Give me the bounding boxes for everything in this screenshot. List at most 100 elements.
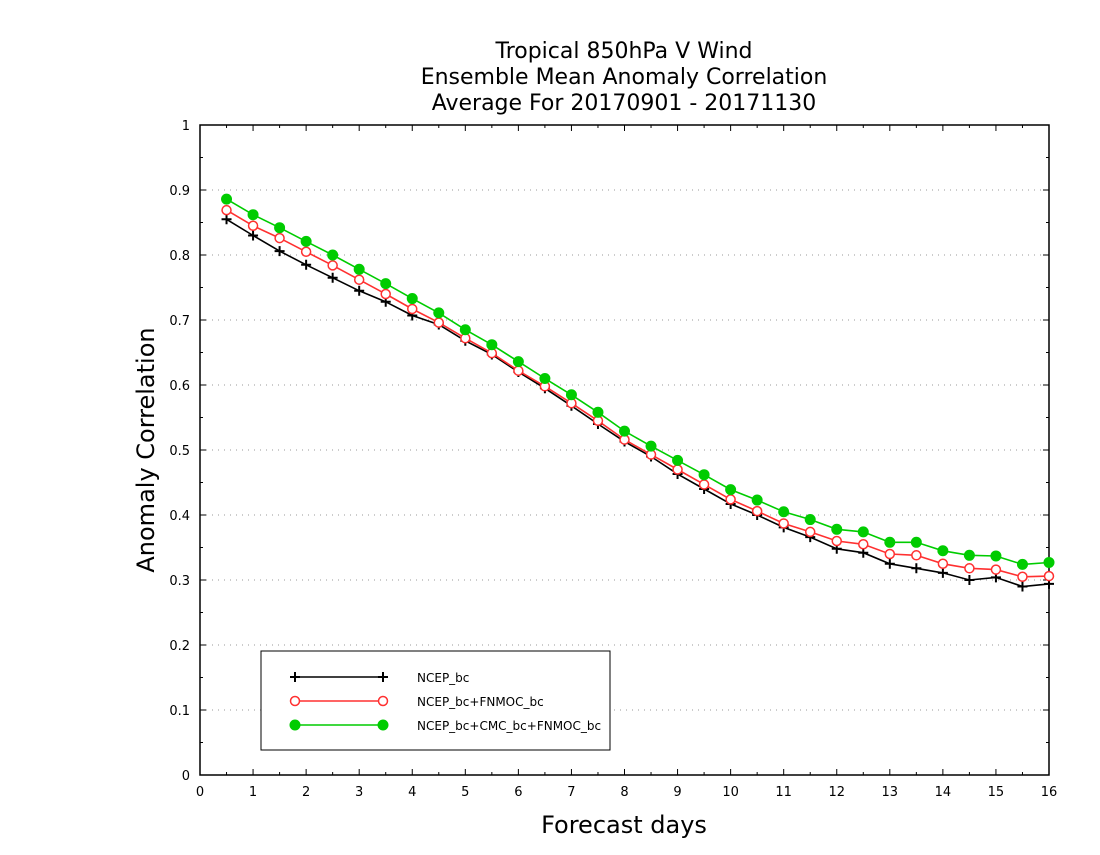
- title-line-1: Tropical 850hPa V Wind: [494, 39, 752, 64]
- open-circle-marker: [327, 260, 338, 271]
- filled-circle-marker: [804, 514, 816, 526]
- y-tick-label: 0.8: [169, 249, 190, 264]
- filled-circle-marker: [831, 523, 843, 535]
- open-circle-marker: [377, 695, 389, 707]
- filled-circle-marker: [353, 263, 365, 275]
- filled-circle-marker: [990, 550, 1002, 562]
- open-circle-marker: [884, 548, 896, 560]
- x-tick-label: 11: [775, 785, 792, 800]
- open-circle-marker: [353, 274, 365, 285]
- x-tick-label: 7: [567, 785, 575, 800]
- filled-circle-marker: [592, 406, 604, 418]
- legend-label: NCEP_bc+FNMOC_bc: [417, 695, 544, 709]
- legend-label: NCEP_bc+CMC_bc+FNMOC_bc: [417, 719, 601, 733]
- y-tick-label: 0.5: [169, 444, 190, 459]
- data-series: [221, 193, 1055, 592]
- plus-marker: [301, 259, 312, 270]
- filled-circle-marker: [512, 356, 524, 368]
- filled-circle-marker: [539, 373, 551, 384]
- x-tick-label: 1: [249, 785, 257, 800]
- series-ncep-bc: [221, 214, 1054, 592]
- open-circle-marker: [380, 288, 391, 300]
- plus-marker: [937, 567, 948, 578]
- plus-marker: [378, 672, 388, 682]
- filled-circle-marker: [725, 484, 737, 496]
- title-line-3: Average For 20170901 - 20171130: [432, 91, 817, 116]
- plus-marker: [327, 272, 338, 283]
- filled-circle-marker: [937, 545, 949, 557]
- filled-circle-marker: [289, 719, 301, 731]
- filled-circle-marker: [565, 389, 577, 401]
- x-tick-label: 13: [882, 785, 899, 800]
- title-line-2: Ensemble Mean Anomaly Correlation: [421, 65, 828, 90]
- series-ncep-bc-cmc-bc-fnmoc-bc: [221, 193, 1055, 570]
- open-circle-marker: [964, 563, 975, 574]
- filled-circle-marker: [778, 506, 790, 518]
- y-tick-label: 0.3: [169, 574, 190, 589]
- legend: NCEP_bc NCEP_bc+FNMOC_bc NCEP_bc+CMC_bc+FN…: [260, 650, 611, 751]
- open-circle-marker: [672, 464, 683, 475]
- plus-marker: [354, 285, 365, 296]
- open-circle-marker: [407, 303, 418, 315]
- open-circle-marker: [725, 494, 736, 505]
- open-circle-marker: [911, 550, 922, 561]
- open-circle-marker: [1043, 570, 1055, 582]
- x-tick-label: 0: [196, 785, 204, 800]
- x-tick-label: 15: [988, 785, 1005, 800]
- plus-marker: [964, 575, 975, 585]
- plus-marker: [884, 558, 895, 569]
- filled-circle-marker: [1043, 556, 1055, 568]
- open-circle-marker: [300, 246, 312, 257]
- y-tick-label: 0: [182, 769, 190, 784]
- open-circle-marker: [804, 526, 816, 538]
- filled-circle-marker: [672, 454, 684, 466]
- series-line: [226, 198, 1050, 566]
- x-tick-label: 14: [935, 785, 952, 800]
- filled-circle-marker: [406, 293, 418, 305]
- open-circle-marker: [513, 365, 524, 376]
- y-tick-label: 0.1: [169, 704, 190, 719]
- filled-circle-marker: [963, 549, 975, 561]
- x-tick-label: 3: [355, 785, 363, 800]
- plus-marker: [1017, 581, 1028, 592]
- x-tick-label: 4: [408, 785, 416, 800]
- legend-label: NCEP_bc: [417, 671, 469, 685]
- open-circle-marker: [778, 518, 789, 529]
- open-circle-marker: [221, 204, 232, 216]
- plus-marker: [290, 672, 300, 682]
- open-circle-marker: [937, 558, 949, 569]
- open-circle-marker: [858, 539, 869, 550]
- gridlines: [200, 189, 1049, 711]
- plus-marker: [221, 214, 232, 225]
- plus-marker: [248, 230, 259, 241]
- y-tick-label: 0.2: [169, 639, 190, 654]
- open-circle-marker: [1017, 571, 1028, 582]
- y-axis-title: Anomaly Correlation: [132, 327, 160, 572]
- x-axis-title: Forecast days: [541, 811, 707, 839]
- filled-circle-marker: [751, 494, 763, 506]
- chart-title: Tropical 850hPa V Wind Ensemble Mean Ano…: [421, 39, 828, 116]
- x-tick-label: 12: [828, 785, 845, 800]
- open-circle-marker: [433, 317, 445, 328]
- filled-circle-marker: [377, 719, 389, 731]
- y-tick-label: 0.9: [169, 184, 190, 199]
- open-circle-marker: [698, 479, 710, 490]
- open-circle-marker: [274, 232, 285, 244]
- filled-circle-marker: [645, 440, 657, 452]
- filled-circle-marker: [486, 339, 498, 351]
- x-tick-label: 8: [620, 785, 628, 800]
- filled-circle-marker: [433, 307, 445, 319]
- filled-circle-marker: [247, 209, 259, 221]
- open-circle-marker: [751, 505, 763, 517]
- x-tick-label: 6: [514, 785, 522, 800]
- x-tick-label: 10: [722, 785, 739, 800]
- filled-circle-marker: [274, 222, 286, 234]
- x-tick-label: 16: [1041, 785, 1058, 800]
- x-tick-label: 2: [302, 785, 310, 800]
- filled-circle-marker: [1016, 558, 1028, 570]
- filled-circle-marker: [910, 536, 922, 548]
- open-circle-marker: [247, 220, 259, 231]
- open-circle-marker: [289, 695, 301, 707]
